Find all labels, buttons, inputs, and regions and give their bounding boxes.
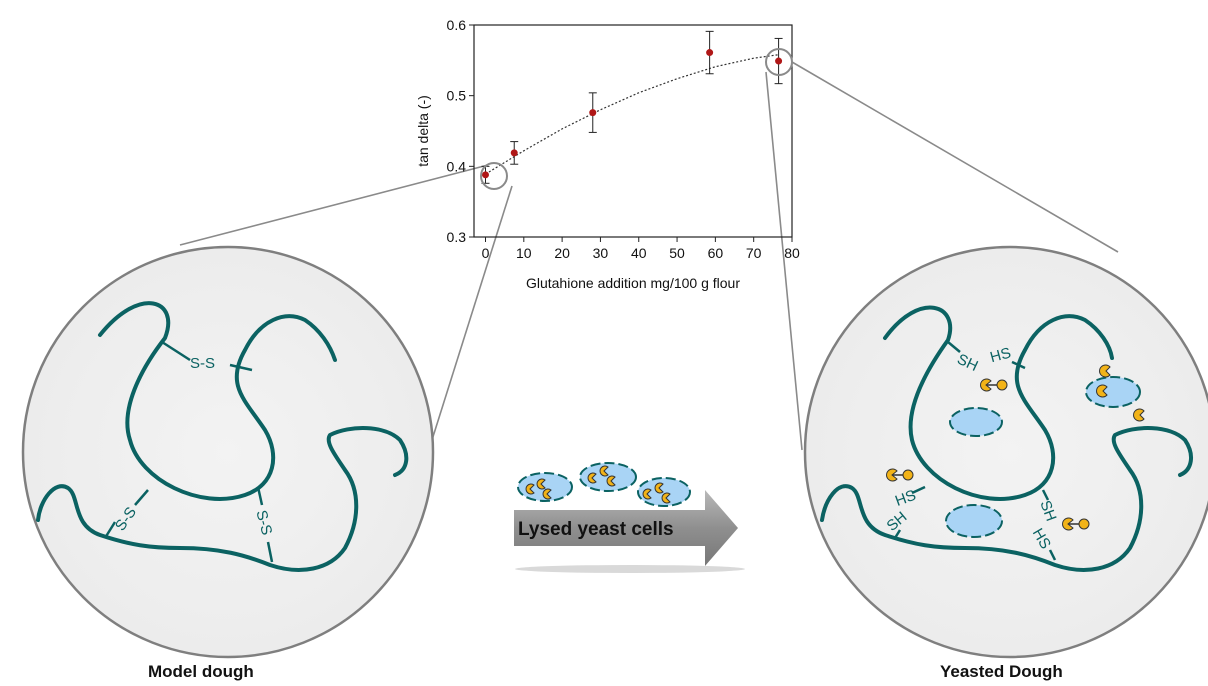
plot-frame: [473, 24, 793, 238]
glutathione-molecule: [980, 378, 1008, 392]
model-dough-caption: Model dough: [148, 662, 254, 681]
y-tick-label: 0.4: [447, 158, 467, 174]
disulfide-bond-mid-left: [134, 489, 149, 506]
glutathione-molecule: [1062, 517, 1090, 531]
x-axis-label: Glutahione addition mg/100 g flour: [526, 275, 740, 291]
point-marker: [589, 109, 597, 117]
yeasted-dough-panel: SH HS HS SH SH HS: [803, 245, 1208, 659]
arrow-shape: [514, 490, 738, 566]
protein-chain-left-loop: [98, 301, 337, 501]
zoom-connectors: [179, 61, 1119, 479]
glutathione-cluster: [525, 465, 671, 504]
glutathione-molecule: [1133, 408, 1145, 422]
data-point: [588, 92, 597, 133]
highlight-ring-first-point: [480, 162, 508, 190]
glutathione-molecule: [1099, 364, 1111, 378]
bond-label-top: S-S: [190, 355, 215, 372]
hs-label-top-right: HS: [988, 344, 1013, 366]
x-tick-label: 60: [708, 245, 724, 261]
thiol-stub-5: [1041, 489, 1050, 501]
point-marker: [510, 149, 518, 157]
disulfide-bond-mid-right-2: [266, 541, 274, 563]
lysed-yeast-arrow: Lysed yeast cells: [514, 462, 745, 573]
x-tick-label: 20: [554, 245, 570, 261]
disulfide-bond-top-left: [161, 340, 191, 362]
y-tick-label: 0.5: [447, 88, 467, 104]
thiol-stub-6: [1048, 549, 1057, 561]
y-axis-label: tan delta (-): [415, 95, 431, 167]
glutathione-molecule: [1096, 384, 1108, 398]
model-dough-panel: S-S S-S S-S: [21, 245, 435, 659]
arrow-label: Lysed yeast cells: [518, 519, 674, 540]
bond-label-right: S-S: [252, 508, 275, 537]
x-tick-label: 0: [482, 245, 490, 261]
data-point: [510, 141, 519, 165]
connector-right-left: [765, 71, 803, 451]
disulfide-bond-top-right: [229, 363, 253, 372]
protein-chain-left-bottom: [36, 426, 409, 572]
x-axis: 0 10 20 30 40 50 60 70 80: [482, 237, 800, 261]
point-marker: [775, 57, 783, 65]
yeast-cell-oval: [579, 462, 637, 492]
connector-left-top: [179, 164, 489, 246]
y-tick-label: 0.3: [447, 229, 467, 245]
data-point: [705, 30, 714, 75]
disulfide-bond-mid-left-2: [103, 521, 117, 539]
highlight-ring-last-point: [765, 48, 793, 76]
protein-chain-right-bottom: [820, 426, 1193, 572]
x-tick-label: 10: [516, 245, 532, 261]
x-tick-label: 50: [669, 245, 685, 261]
arrow-shadow: [515, 565, 745, 573]
model-dough-circle: [21, 245, 435, 659]
point-marker: [481, 171, 489, 179]
yeast-cell-oval: [637, 477, 691, 507]
thiol-stub-4: [893, 529, 902, 539]
sh-label-mid-right: SH: [1036, 498, 1059, 523]
connector-right-top: [791, 61, 1119, 253]
x-tick-label: 30: [593, 245, 609, 261]
x-tick-label: 80: [784, 245, 800, 261]
disulfide-bond-mid-right: [256, 486, 264, 506]
thiol-stub-2: [1011, 360, 1026, 370]
x-tick-label: 40: [631, 245, 647, 261]
y-axis: 0.3 0.4 0.5 0.6: [447, 17, 474, 245]
yeasted-dough-caption: Yeasted Dough: [940, 662, 1063, 681]
thiol-stub-3: [911, 485, 926, 495]
yeasted-dough-circle: [803, 245, 1208, 659]
protein-chain-right-loop: [883, 305, 1114, 501]
trend-curve: [485, 54, 779, 175]
glutathione-molecule: [886, 468, 914, 482]
yeast-cell-oval: [1085, 376, 1141, 408]
yeast-cell-oval: [945, 504, 1003, 538]
connector-left-bottom: [419, 185, 513, 479]
tan-delta-chart: 0 10 20 30 40 50 60 70 80 0.3 0.4 0.5 0.6 Glutahion…: [415, 17, 800, 291]
x-tick-label: 70: [746, 245, 762, 261]
yeast-cell-oval: [949, 407, 1003, 437]
data-point: [774, 37, 783, 85]
point-marker: [706, 49, 714, 57]
hs-label-mid-left: HS: [893, 487, 918, 510]
thiol-stub-1: [947, 341, 961, 353]
y-tick-label: 0.6: [447, 17, 467, 33]
data-points: [481, 30, 783, 184]
